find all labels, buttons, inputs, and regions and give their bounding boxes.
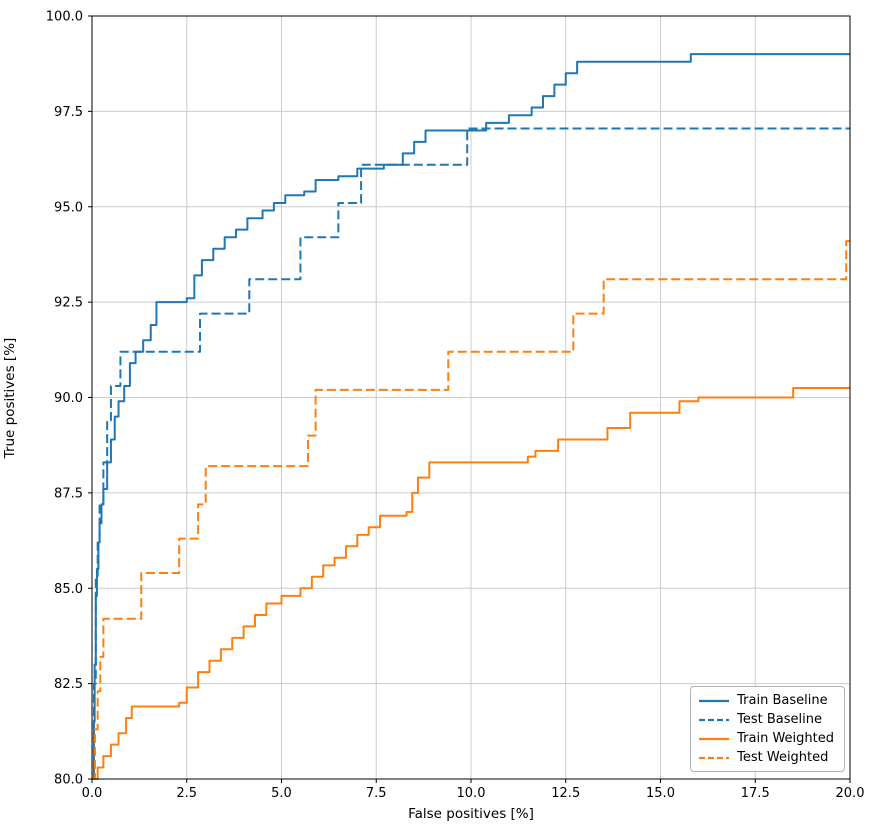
- x-axis-label: False positives [%]: [408, 806, 534, 822]
- x-tick-label: 0.0: [82, 786, 103, 801]
- x-tick-label: 2.5: [176, 786, 197, 801]
- legend-item: Test Baseline: [699, 713, 834, 726]
- x-tick-label: 5.0: [271, 786, 292, 801]
- legend-label: Test Baseline: [737, 712, 822, 727]
- series-line-train-weighted: [92, 386, 850, 780]
- legend: Train Baseline Test Baseline Train Weighte…: [690, 686, 845, 772]
- legend-label: Train Baseline: [737, 693, 828, 708]
- series-line-test-weighted: [92, 240, 850, 780]
- y-tick-label: 100.0: [46, 10, 83, 25]
- y-tick-label: 92.5: [54, 296, 83, 311]
- y-tick-label: 97.5: [54, 105, 83, 120]
- legend-item: Train Weighted: [699, 732, 834, 745]
- y-tick-label: 87.5: [54, 486, 83, 501]
- legend-item: Test Weighted: [699, 751, 834, 764]
- y-axis-label: True positives [%]: [2, 337, 18, 459]
- y-tick-label: 82.5: [54, 677, 83, 692]
- legend-line-sample: [699, 718, 730, 721]
- y-tick-label: 85.0: [54, 582, 83, 597]
- y-tick-label: 95.0: [54, 200, 83, 215]
- legend-label: Test Weighted: [737, 750, 829, 765]
- x-tick-label: 10.0: [457, 786, 486, 801]
- legend-line-sample: [699, 756, 730, 759]
- series-line-test-baseline: [92, 127, 850, 780]
- x-tick-label: 17.5: [741, 786, 770, 801]
- x-tick-label: 15.0: [646, 786, 675, 801]
- x-tick-label: 12.5: [551, 786, 580, 801]
- legend-line-sample: [699, 737, 730, 740]
- legend-line-sample: [699, 699, 730, 702]
- y-tick-label: 90.0: [54, 391, 83, 406]
- y-tick-label: 80.0: [54, 773, 83, 788]
- x-tick-label: 7.5: [366, 786, 387, 801]
- x-tick-label: 20.0: [836, 786, 865, 801]
- legend-item: Train Baseline: [699, 694, 834, 707]
- legend-label: Train Weighted: [737, 731, 834, 746]
